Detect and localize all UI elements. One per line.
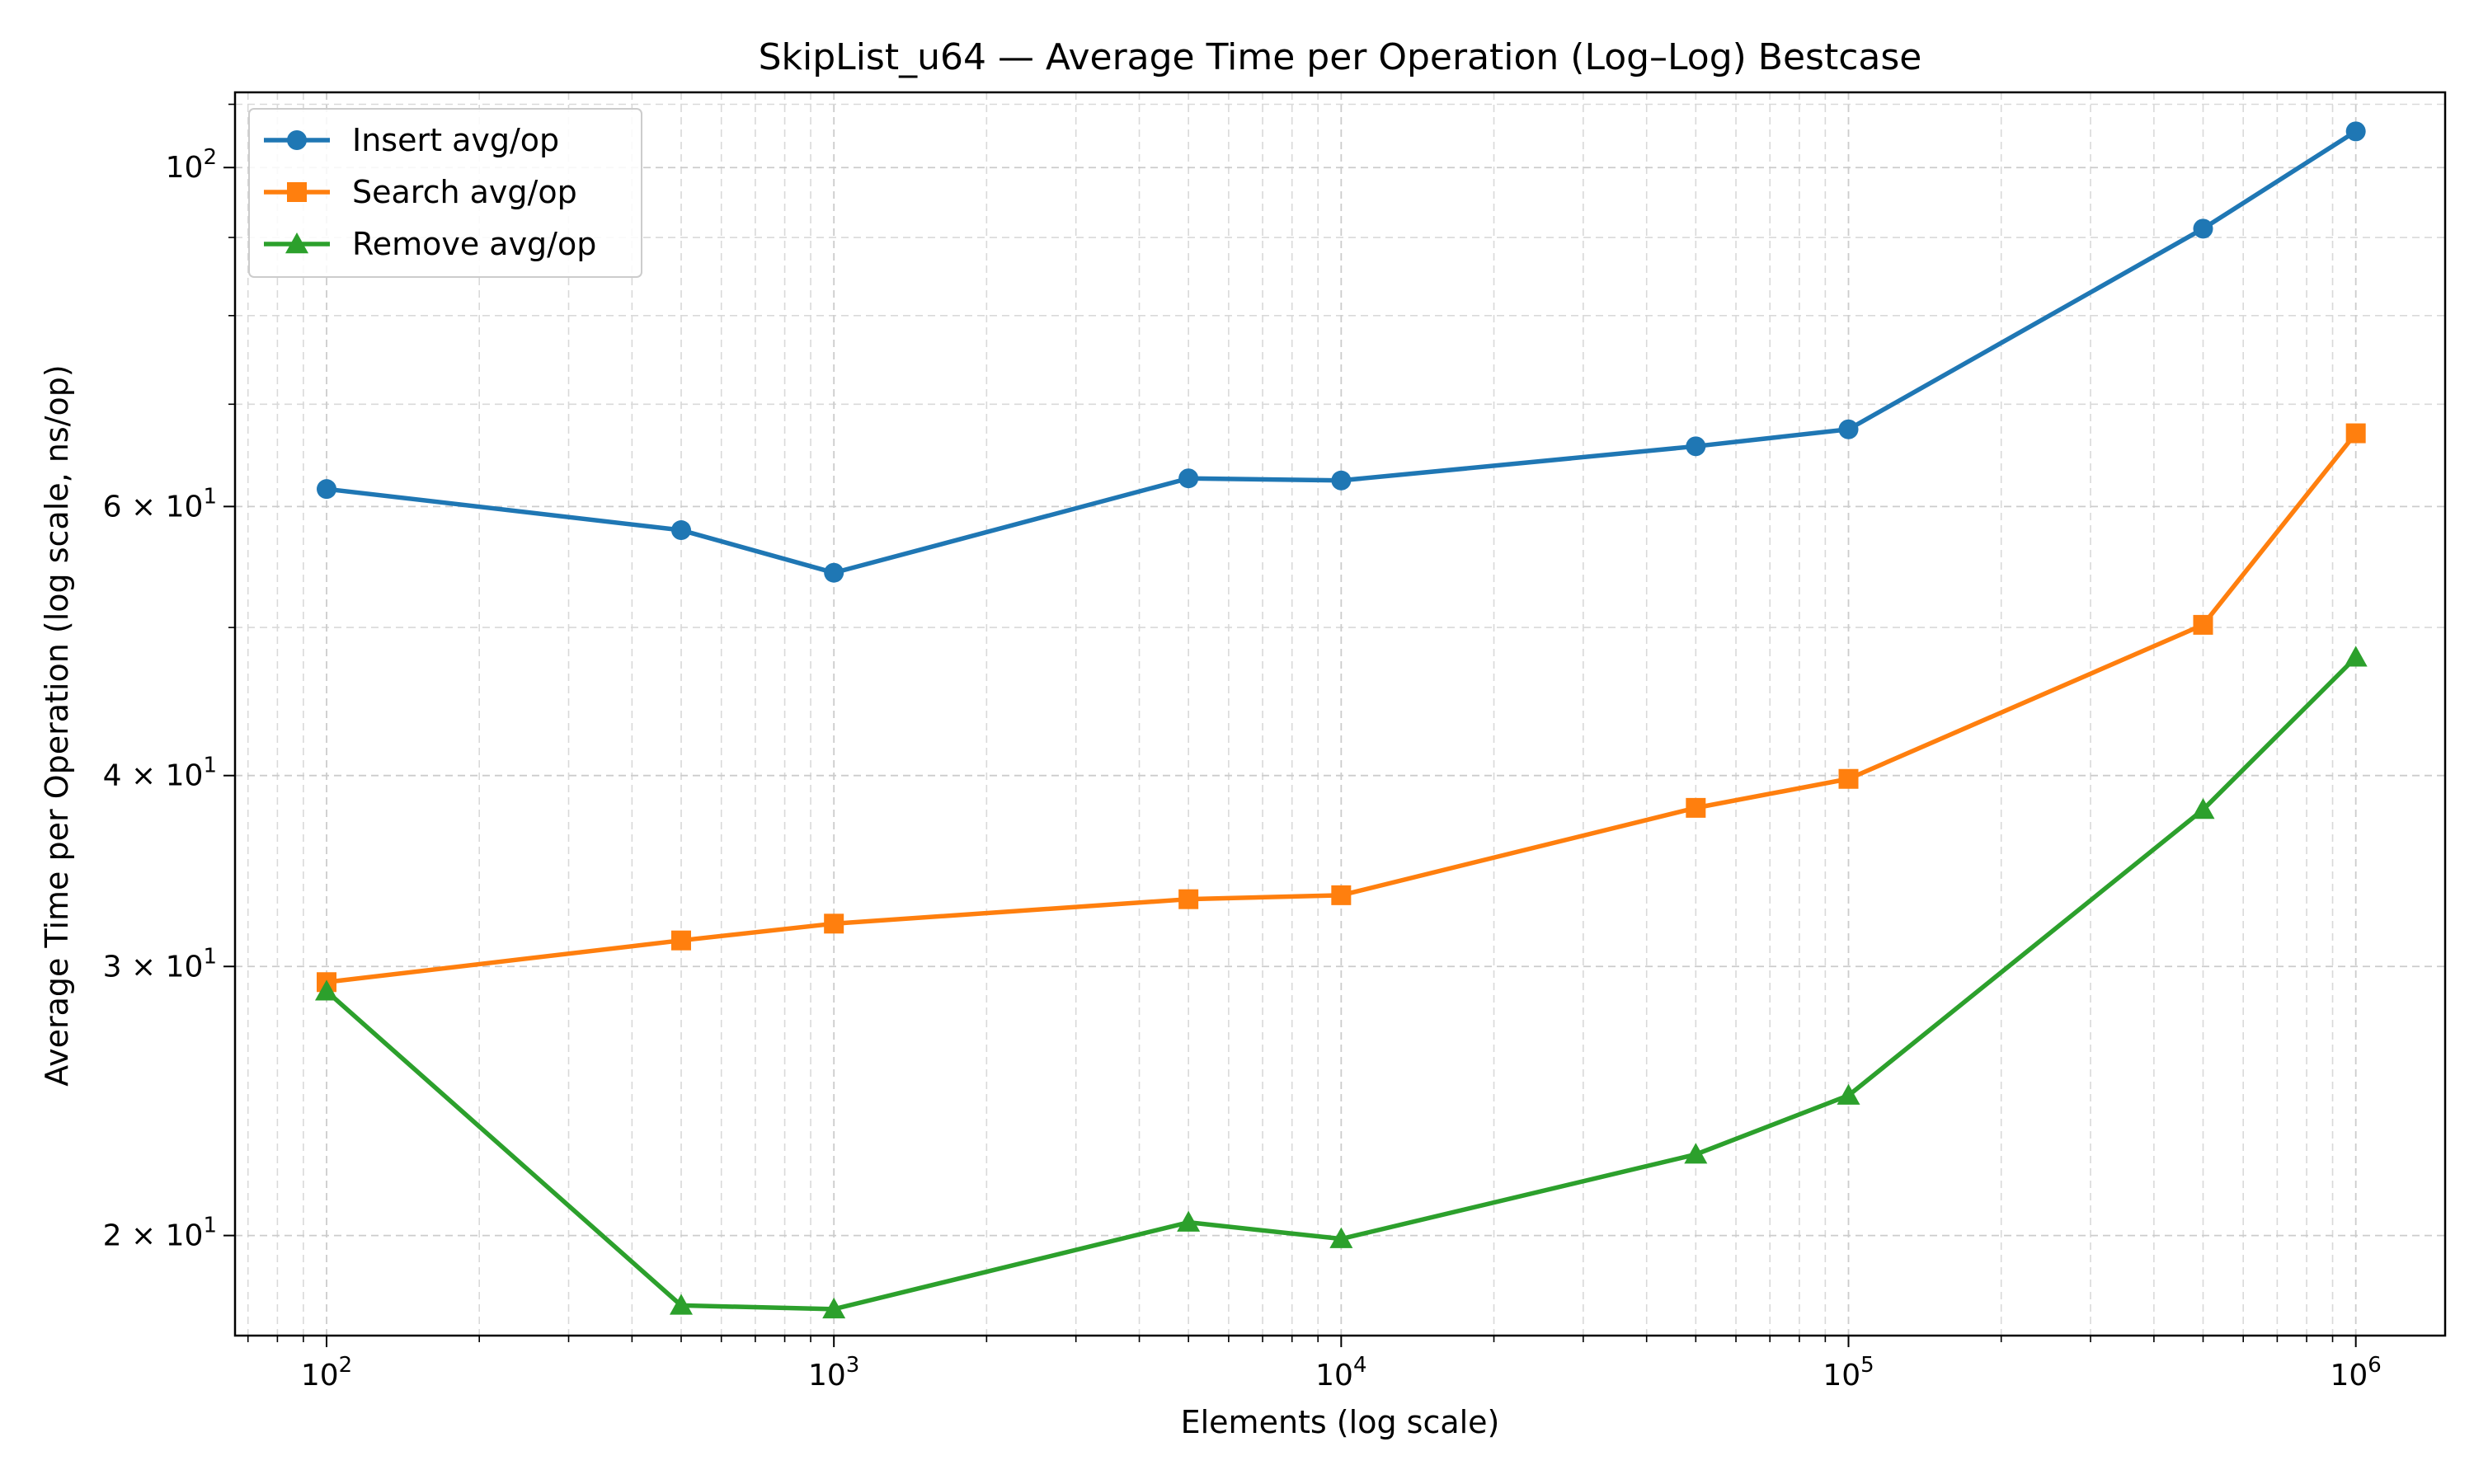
- x-axis-label: Elements (log scale): [1181, 1404, 1500, 1440]
- data-point: [2345, 121, 2366, 142]
- data-point: [1178, 889, 1199, 909]
- tick-base: 10: [166, 759, 204, 793]
- legend-box: [248, 108, 642, 278]
- data-point: [2345, 423, 2366, 444]
- tick-exponent: 1: [203, 944, 217, 969]
- tick-exponent: 3: [846, 1353, 860, 1378]
- tick-base: 10: [166, 151, 204, 185]
- tick-mantissa: 2 ×: [103, 1219, 166, 1253]
- tick-base: 10: [166, 490, 204, 524]
- data-point: [1686, 797, 1706, 818]
- data-point: [2193, 218, 2213, 239]
- tick-exponent: 4: [1353, 1353, 1367, 1378]
- y-axis-label: Average Time per Operation (log scale, n…: [39, 364, 75, 1086]
- data-point: [1838, 419, 1859, 439]
- legend-marker: [287, 182, 307, 202]
- data-point: [317, 479, 337, 500]
- y-tick-label: 4 × 101: [103, 754, 217, 793]
- tick-exponent: 1: [203, 1214, 217, 1238]
- tick-mantissa: 3 ×: [103, 950, 166, 984]
- tick-exponent: 2: [339, 1353, 353, 1378]
- data-point: [1331, 885, 1352, 905]
- legend-item: Search avg/op: [264, 174, 577, 210]
- y-tick-label: 6 × 101: [103, 484, 217, 524]
- tick-exponent: 1: [203, 754, 217, 778]
- data-point: [1331, 470, 1352, 491]
- x-tick-label: 104: [1315, 1353, 1366, 1392]
- data-point: [1684, 1143, 1708, 1164]
- data-point: [315, 979, 339, 1001]
- legend-item: Remove avg/op: [264, 226, 596, 262]
- x-tick-label: 102: [301, 1353, 352, 1392]
- legend-label: Remove avg/op: [352, 226, 596, 262]
- series-circle: [317, 121, 2366, 583]
- x-tick-label: 105: [1823, 1353, 1874, 1392]
- tick-base: 10: [1823, 1359, 1860, 1392]
- tick-base: 10: [2330, 1359, 2368, 1392]
- tick-base: 10: [301, 1359, 339, 1392]
- x-tick-label: 106: [2330, 1353, 2381, 1392]
- tick-base: 10: [808, 1359, 846, 1392]
- tick-exponent: 1: [203, 484, 217, 509]
- data-point: [1686, 436, 1706, 457]
- data-point: [822, 1297, 846, 1319]
- data-point: [670, 520, 691, 541]
- data-point: [669, 1294, 693, 1315]
- tick-base: 10: [166, 950, 204, 984]
- tick-mantissa: 4 ×: [103, 759, 166, 793]
- data-point: [1329, 1227, 1353, 1248]
- series-triangle: [315, 646, 2368, 1319]
- minor-gridlines: [235, 92, 2445, 1336]
- legend-label: Search avg/op: [352, 174, 577, 210]
- data-point: [1177, 1210, 1201, 1232]
- series-layer: [315, 121, 2368, 1319]
- data-point: [824, 913, 844, 934]
- x-axis: 102 103 104 105 106: [247, 1336, 2382, 1392]
- tick-mantissa: 6 ×: [103, 490, 166, 524]
- data-point: [2344, 646, 2368, 667]
- series-square: [317, 423, 2366, 993]
- tick-exponent: 2: [203, 145, 217, 170]
- legend-label: Insert avg/op: [352, 122, 559, 158]
- chart-title: SkipList_u64 — Average Time per Operatio…: [759, 36, 1922, 78]
- data-point: [2193, 614, 2213, 635]
- legend-marker: [287, 130, 307, 150]
- tick-base: 10: [166, 1219, 204, 1253]
- tick-exponent: 5: [1860, 1353, 1874, 1378]
- data-point: [824, 562, 844, 583]
- tick-base: 10: [1315, 1359, 1353, 1392]
- tick-exponent: 6: [2368, 1353, 2382, 1378]
- x-tick-label: 103: [808, 1353, 859, 1392]
- plot-frame: [233, 91, 2447, 1337]
- data-point: [670, 930, 691, 951]
- data-point: [1837, 1083, 1860, 1105]
- legend-item: Insert avg/op: [264, 122, 559, 158]
- legend: Insert avg/op Search avg/op Remove avg/op: [248, 108, 642, 278]
- data-point: [1838, 768, 1859, 789]
- data-point: [2191, 797, 2215, 819]
- y-tick-label: 2 × 101: [103, 1214, 217, 1253]
- data-point: [1178, 468, 1199, 489]
- legend-marker: [285, 232, 308, 254]
- y-tick-label: 3 × 101: [103, 944, 217, 984]
- y-tick-label: 102: [166, 145, 217, 185]
